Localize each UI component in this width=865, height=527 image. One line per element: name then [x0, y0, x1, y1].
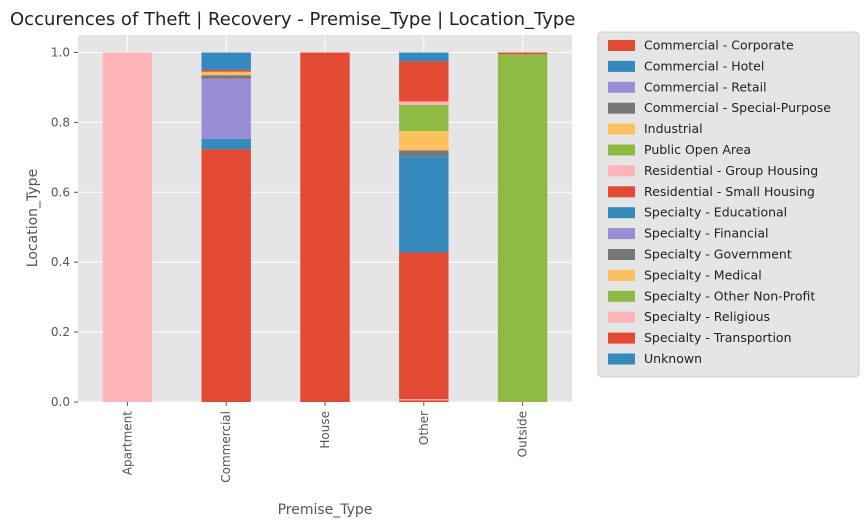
- bar-segment: [102, 52, 153, 402]
- legend-label: Specialty - Other Non-Profit: [644, 288, 815, 303]
- legend: Commercial - Corporate Commercial - Hotel…: [597, 31, 860, 378]
- legend-swatch: [608, 228, 635, 240]
- legend-label: Specialty - Government: [644, 247, 792, 262]
- bar-segment: [399, 104, 449, 132]
- bar-segment: [399, 131, 449, 151]
- legend-swatch: [608, 311, 635, 323]
- chart-title: Occurences of Theft | Recovery - Premise…: [10, 9, 575, 30]
- bar-segment: [399, 252, 449, 400]
- legend-swatch: [608, 332, 635, 344]
- legend-swatch: [608, 165, 635, 177]
- legend-label: Industrial: [644, 121, 703, 136]
- y-tick-label: 0.2: [51, 325, 70, 339]
- legend-label: Unknown: [644, 351, 702, 366]
- bar-segment: [201, 149, 251, 402]
- legend-label: Specialty - Religious: [644, 309, 770, 324]
- legend-swatch: [608, 81, 635, 93]
- legend-label: Commercial - Special-Purpose: [644, 100, 831, 115]
- legend-label: Commercial - Retail: [644, 79, 767, 94]
- y-tick-label: 1.0: [51, 45, 70, 59]
- legend-swatch: [608, 102, 635, 114]
- legend-frame: [597, 31, 860, 378]
- bar-segment: [399, 400, 449, 402]
- y-axis-label: Location_Type: [25, 169, 41, 267]
- x-tick-label: Other: [417, 411, 431, 445]
- bar-segment: [399, 101, 449, 105]
- legend-label: Specialty - Educational: [644, 205, 787, 220]
- bar-segment: [497, 54, 548, 402]
- y-tick-label: 0.6: [51, 185, 70, 199]
- bars: [102, 52, 548, 402]
- bar-segment: [497, 52, 548, 55]
- legend-label: Commercial - Corporate: [644, 38, 794, 53]
- x-tick-label: House: [318, 411, 332, 449]
- y-tick-labels: 0.0 0.2 0.4 0.6 0.8 1.0: [51, 45, 78, 409]
- legend-items: Commercial - Corporate Commercial - Hotel…: [608, 38, 831, 366]
- bar-segment: [399, 156, 449, 253]
- legend-swatch: [608, 207, 635, 219]
- legend-swatch: [608, 249, 635, 260]
- legend-swatch: [608, 123, 635, 135]
- legend-swatch: [608, 60, 635, 72]
- legend-label: Commercial - Hotel: [644, 58, 764, 73]
- bar-segment: [201, 78, 251, 139]
- x-tick-label: Apartment: [120, 411, 134, 475]
- bar-segment: [201, 69, 251, 72]
- bar-segment: [201, 71, 251, 76]
- legend-label: Specialty - Medical: [644, 267, 762, 282]
- bar-segment: [300, 52, 350, 402]
- x-tick-labels: Apartment Commercial House Other Outside: [120, 402, 530, 483]
- legend-swatch: [608, 186, 635, 198]
- y-tick-label: 0.8: [51, 115, 70, 129]
- legend-swatch: [608, 290, 635, 302]
- x-tick-label: Commercial: [219, 411, 233, 483]
- bar-segment: [201, 52, 251, 70]
- legend-swatch: [608, 269, 635, 281]
- legend-label: Specialty - Financial: [644, 226, 769, 241]
- bar-segment: [399, 61, 449, 102]
- bar-segment: [399, 52, 449, 62]
- bar-segment: [201, 75, 251, 79]
- legend-swatch: [608, 40, 635, 51]
- x-axis-label: Premise_Type: [278, 502, 373, 518]
- legend-label: Specialty - Transportion: [644, 330, 792, 345]
- bar-segment: [201, 138, 251, 150]
- legend-label: Public Open Area: [644, 142, 751, 157]
- y-tick-label: 0.4: [51, 255, 70, 269]
- legend-label: Residential - Group Housing: [644, 163, 818, 178]
- legend-swatch: [608, 144, 635, 156]
- legend-swatch: [608, 353, 635, 365]
- x-tick-label: Outside: [516, 411, 530, 457]
- legend-label: Residential - Small Housing: [644, 184, 815, 199]
- bar-segment: [399, 399, 449, 401]
- y-tick-label: 0.0: [51, 395, 70, 409]
- bar-segment: [399, 150, 449, 157]
